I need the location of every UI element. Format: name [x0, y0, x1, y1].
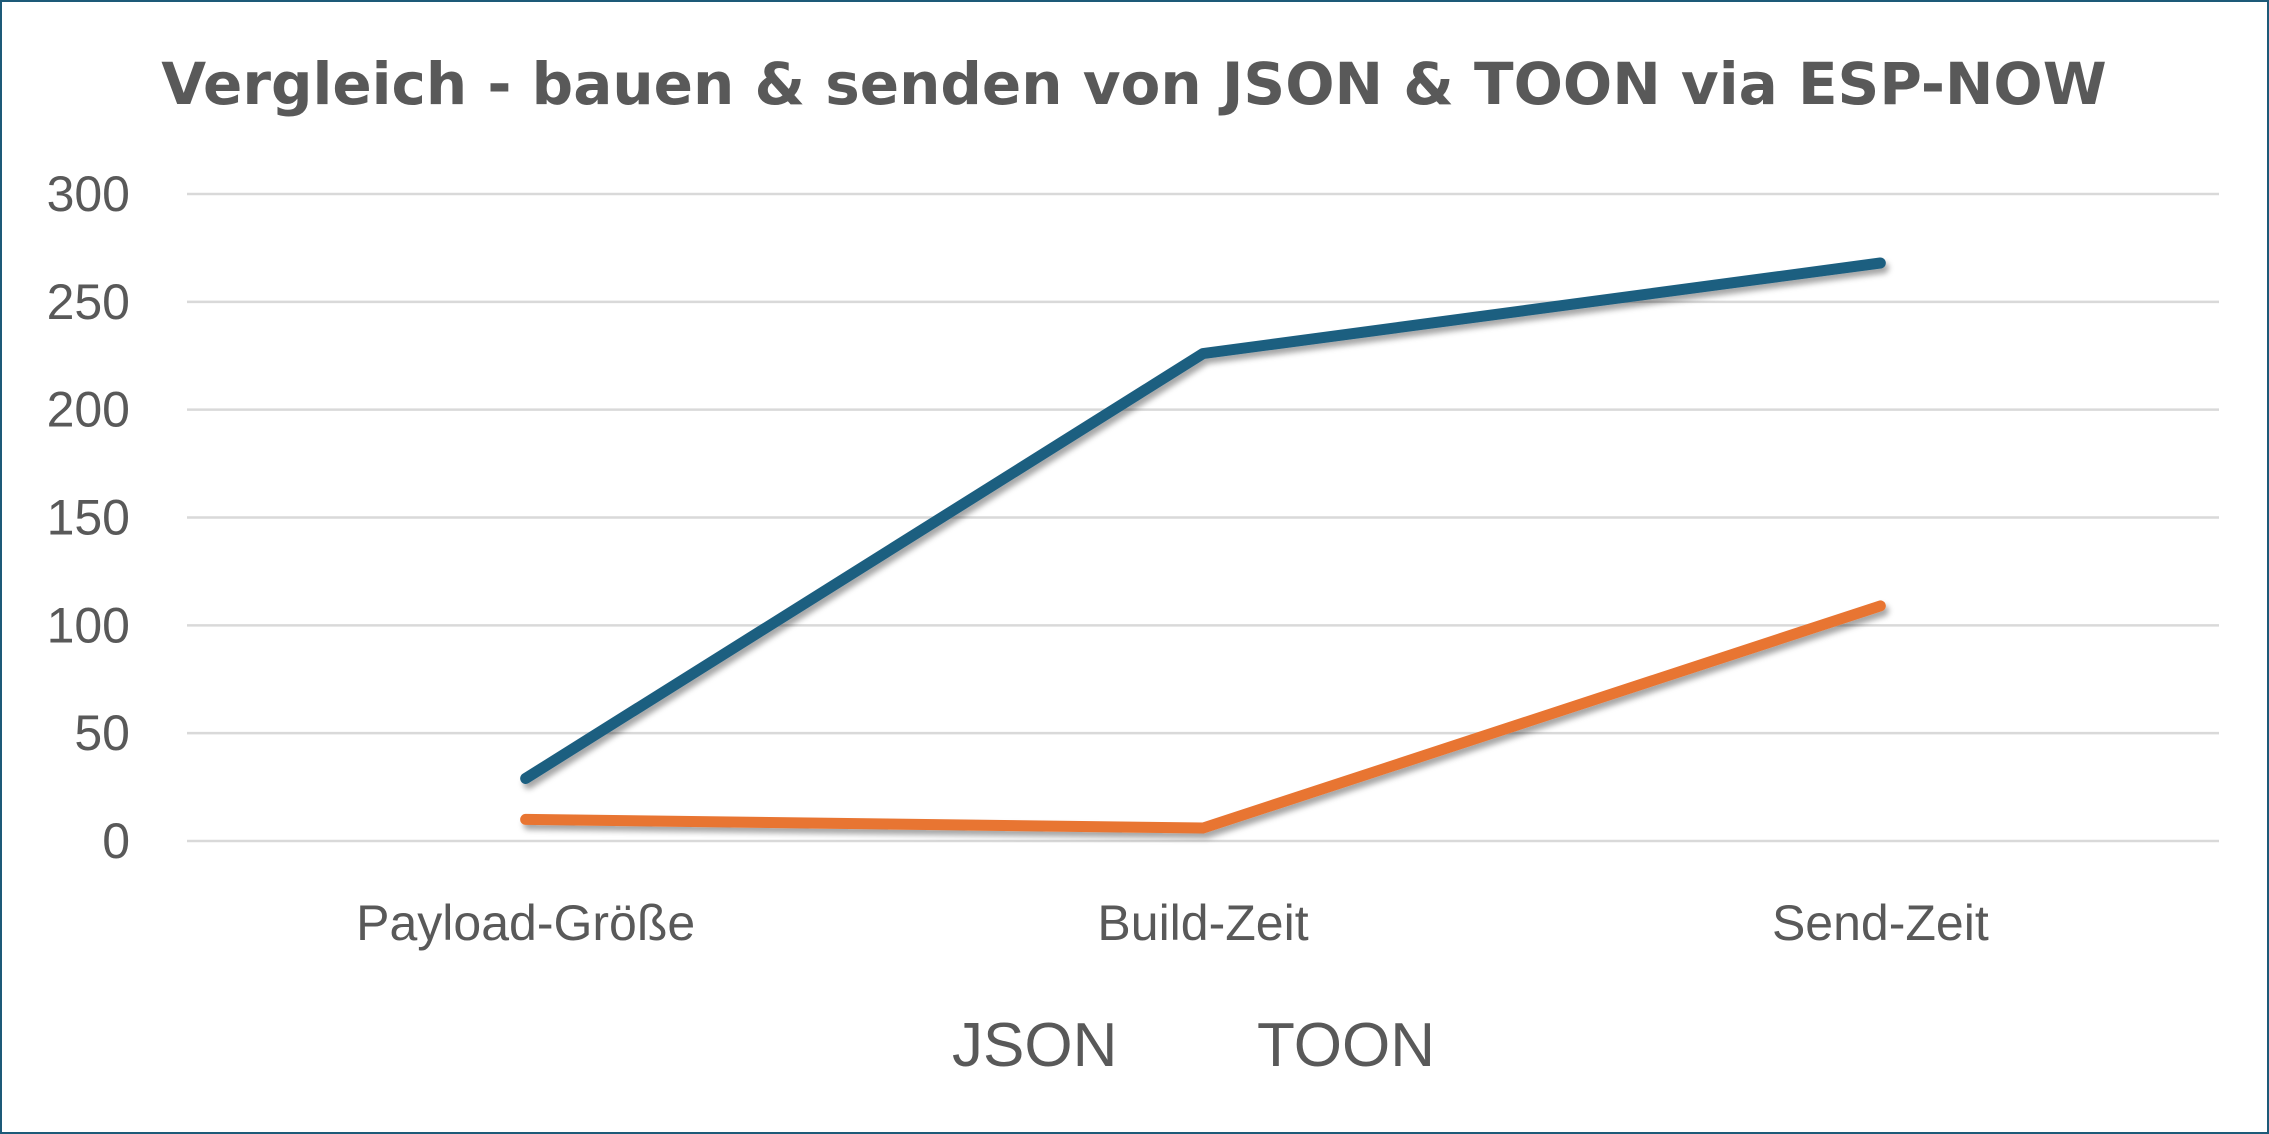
y-tick-label: 0 — [102, 813, 130, 869]
legend-label: JSON — [952, 1011, 1117, 1080]
chart-title: Vergleich - bauen & senden von JSON & TO… — [161, 50, 2106, 118]
y-tick-label: 250 — [47, 274, 130, 330]
x-tick-label: Payload-Größe — [356, 895, 695, 951]
y-tick-label: 50 — [74, 705, 130, 761]
y-tick-label: 200 — [47, 382, 130, 438]
x-tick-label: Build-Zeit — [1097, 895, 1308, 951]
legend-label: TOON — [1257, 1011, 1435, 1080]
series-line-json — [520, 257, 1886, 784]
y-tick-label: 150 — [47, 490, 130, 546]
x-tick-label: Send-Zeit — [1772, 895, 1989, 951]
y-tick-label: 300 — [47, 166, 130, 222]
y-tick-label: 100 — [47, 597, 130, 653]
series-line-toon — [520, 600, 1886, 834]
